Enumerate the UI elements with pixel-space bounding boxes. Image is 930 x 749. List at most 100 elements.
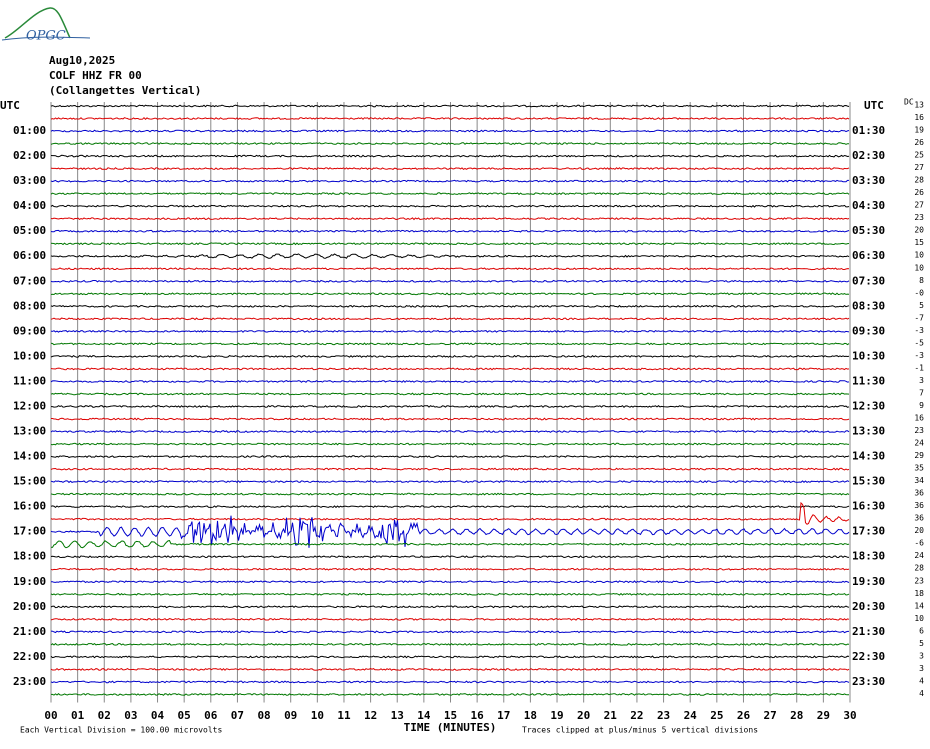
left-hour-label: 19:00 [13,575,46,588]
dc-value: 23 [914,426,924,435]
left-hour-label: 03:00 [13,174,46,187]
trace [50,642,850,646]
trace [50,242,850,246]
left-hour-label: 07:00 [13,274,46,287]
dc-value: 15 [914,238,924,247]
trace [50,617,850,621]
trace [50,492,850,496]
traces [50,104,850,696]
dc-value: -6 [914,539,924,548]
trace [50,217,850,221]
dc-value: 18 [914,589,924,598]
right-axis-title: UTC [864,99,884,112]
dc-value: 5 [919,639,924,648]
left-hour-label: 06:00 [13,249,46,262]
trace [50,104,850,108]
dc-value: 5 [919,301,924,310]
right-hour-label: 13:30 [852,425,885,438]
dc-value: 9 [919,401,924,410]
trace [50,455,850,458]
trace [50,515,850,548]
left-hour-label: 13:00 [13,425,46,438]
date: Aug10,2025 [49,54,115,67]
right-hour-label: 12:30 [852,399,885,412]
trace [50,279,850,283]
labels: 00 01 02 03 04 05 06 07 08 09 10 11 12 13 14 15 16 17 18 19… [13,101,924,723]
trace [50,442,850,446]
right-hour-label: 17:30 [852,525,885,538]
x-tick-label: 11 [337,709,351,722]
trace [50,354,850,358]
left-hour-label: 15:00 [13,475,46,488]
right-hour-label: 10:30 [852,349,885,362]
trace [50,267,850,271]
trace [50,154,850,158]
x-tick-label: 16 [471,709,485,722]
right-hour-label: 11:30 [852,374,885,387]
trace [50,179,849,183]
x-tick-label: 09 [284,709,297,722]
x-tick-label: 12 [364,709,377,722]
trace [50,501,850,525]
trace [50,592,850,596]
dc-value: 23 [914,576,924,585]
dc-value: 10 [914,251,924,260]
left-hour-label: 17:00 [13,525,46,538]
trace [50,129,850,133]
dc-value: 25 [914,151,924,160]
dc-value: -3 [914,326,924,335]
x-tick-label: 02 [98,709,111,722]
right-hour-label: 04:30 [852,199,885,212]
trace [50,317,850,321]
x-tick-label: 03 [124,709,137,722]
right-hour-label: 03:30 [852,174,885,187]
trace [51,405,850,408]
x-tick-label: 28 [790,709,803,722]
x-tick-label: 01 [71,709,85,722]
dc-value: 13 [914,101,924,110]
trace [50,167,850,171]
x-tick-label: 19 [550,709,563,722]
dc-value: -3 [914,351,924,360]
dc-value: 26 [914,188,924,197]
x-tick-label: 30 [843,709,856,722]
x-tick-label: 15 [444,709,457,722]
trace [50,655,850,659]
dc-value: 7 [919,388,924,397]
left-hour-label: 11:00 [13,374,46,387]
right-hour-label: 07:30 [852,274,885,287]
dc-value: 3 [919,651,924,660]
right-hour-label: 20:30 [852,600,885,613]
x-tick-label: 25 [710,709,723,722]
right-hour-label: 08:30 [852,299,885,312]
dc-value: 24 [914,439,924,448]
trace [50,680,850,684]
left-hour-label: 02:00 [13,149,46,162]
trace [50,367,850,371]
trace [50,567,850,571]
dc-value: 16 [914,113,924,122]
trace [50,392,850,396]
trace [51,692,850,696]
trace [50,667,850,671]
dc-value: 14 [914,601,924,610]
dc-value: 19 [914,126,924,135]
x-tick-label: 29 [817,709,830,722]
dc-value: 3 [919,664,924,673]
trace [50,253,850,259]
dc-value: -7 [914,313,924,322]
left-hour-label: 08:00 [13,299,46,312]
right-hour-label: 16:30 [852,500,885,513]
left-hour-label: 16:00 [13,500,46,513]
x-tick-label: 14 [417,709,431,722]
dc-value: 27 [914,201,924,210]
trace [50,192,850,196]
trace [50,304,850,308]
x-tick-label: 04 [151,709,165,722]
trace [50,142,850,145]
clip-note: Traces clipped at plus/minus 5 vertical … [522,726,758,735]
x-tick-label: 05 [178,709,191,722]
left-hour-label: 21:00 [13,625,46,638]
x-tick-label: 21 [604,709,618,722]
